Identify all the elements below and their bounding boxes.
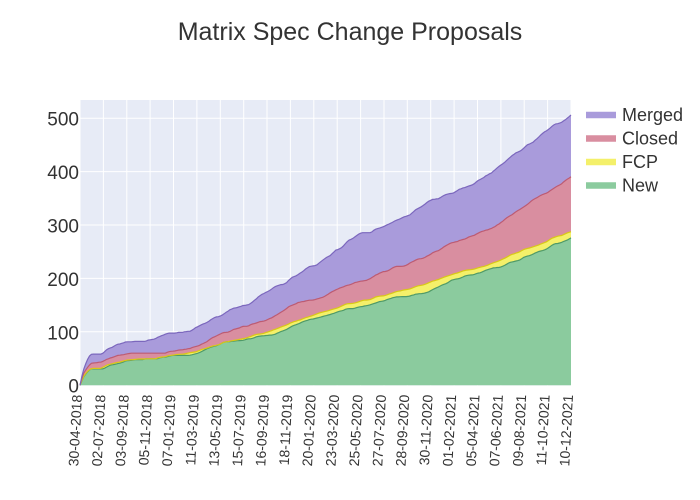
svg-text:05-11-2018: 05-11-2018 bbox=[135, 394, 155, 466]
svg-text:28-09-2020: 28-09-2020 bbox=[393, 394, 413, 467]
svg-text:11-10-2021: 11-10-2021 bbox=[533, 394, 553, 466]
svg-text:11-03-2019: 11-03-2019 bbox=[182, 394, 202, 466]
svg-text:09-08-2021: 09-08-2021 bbox=[509, 394, 529, 467]
svg-text:23-03-2020: 23-03-2020 bbox=[322, 394, 342, 467]
svg-text:07-01-2019: 07-01-2019 bbox=[159, 394, 179, 467]
svg-text:Closed: Closed bbox=[622, 129, 678, 149]
svg-text:01-02-2021: 01-02-2021 bbox=[439, 394, 459, 467]
svg-text:05-04-2021: 05-04-2021 bbox=[463, 394, 483, 467]
svg-text:200: 200 bbox=[47, 270, 79, 291]
svg-text:16-09-2019: 16-09-2019 bbox=[252, 394, 272, 467]
svg-text:27-07-2020: 27-07-2020 bbox=[369, 394, 389, 467]
svg-text:Merged: Merged bbox=[622, 105, 683, 125]
svg-text:300: 300 bbox=[47, 217, 79, 238]
svg-text:18-11-2019: 18-11-2019 bbox=[276, 394, 296, 466]
svg-text:02-07-2018: 02-07-2018 bbox=[89, 394, 109, 467]
svg-text:13-05-2019: 13-05-2019 bbox=[206, 394, 226, 467]
svg-text:New: New bbox=[622, 176, 659, 196]
svg-text:FCP: FCP bbox=[622, 152, 658, 172]
svg-text:10-12-2021: 10-12-2021 bbox=[556, 394, 576, 467]
svg-text:25-05-2020: 25-05-2020 bbox=[346, 394, 366, 467]
svg-text:400: 400 bbox=[47, 163, 79, 184]
svg-text:07-06-2021: 07-06-2021 bbox=[486, 394, 506, 467]
svg-text:30-04-2018: 30-04-2018 bbox=[65, 394, 85, 467]
svg-text:100: 100 bbox=[47, 323, 79, 344]
svg-text:30-11-2020: 30-11-2020 bbox=[416, 394, 436, 466]
svg-text:500: 500 bbox=[47, 110, 79, 131]
svg-text:20-01-2020: 20-01-2020 bbox=[299, 394, 319, 467]
svg-text:15-07-2019: 15-07-2019 bbox=[229, 394, 249, 467]
svg-text:03-09-2018: 03-09-2018 bbox=[112, 394, 132, 467]
